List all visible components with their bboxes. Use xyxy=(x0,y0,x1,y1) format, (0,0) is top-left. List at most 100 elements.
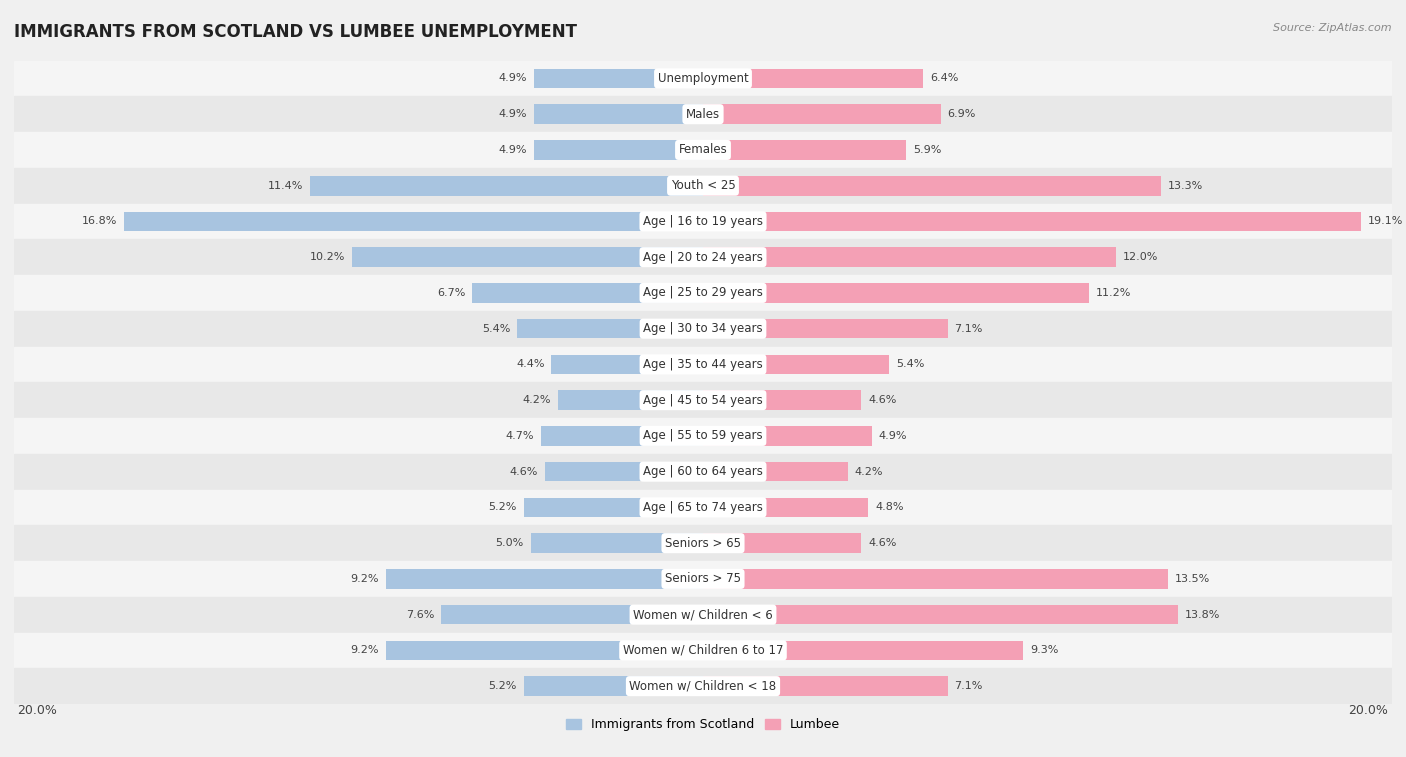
Bar xyxy=(544,462,703,481)
Bar xyxy=(14,668,1392,704)
Bar xyxy=(703,497,869,517)
Bar xyxy=(14,168,1392,204)
Bar xyxy=(703,176,1161,195)
Text: 13.5%: 13.5% xyxy=(1175,574,1211,584)
Text: 5.9%: 5.9% xyxy=(912,145,942,155)
Bar xyxy=(14,347,1392,382)
Bar xyxy=(558,391,703,410)
Text: Women w/ Children < 18: Women w/ Children < 18 xyxy=(630,680,776,693)
Bar xyxy=(472,283,703,303)
Bar xyxy=(703,676,948,696)
Text: Males: Males xyxy=(686,107,720,120)
Text: 6.9%: 6.9% xyxy=(948,109,976,119)
Bar xyxy=(387,569,703,589)
Text: 4.6%: 4.6% xyxy=(869,395,897,405)
Bar xyxy=(703,640,1024,660)
Text: 13.3%: 13.3% xyxy=(1168,181,1204,191)
Text: 12.0%: 12.0% xyxy=(1123,252,1159,262)
Text: 10.2%: 10.2% xyxy=(309,252,344,262)
Bar xyxy=(703,605,1178,625)
Text: 9.2%: 9.2% xyxy=(350,574,380,584)
Text: Age | 20 to 24 years: Age | 20 to 24 years xyxy=(643,251,763,263)
Bar xyxy=(14,275,1392,311)
Bar xyxy=(703,534,862,553)
Text: 6.7%: 6.7% xyxy=(437,288,465,298)
Text: Seniors > 75: Seniors > 75 xyxy=(665,572,741,585)
Text: Age | 55 to 59 years: Age | 55 to 59 years xyxy=(643,429,763,442)
Text: 4.4%: 4.4% xyxy=(516,360,544,369)
Bar xyxy=(517,319,703,338)
Text: Age | 65 to 74 years: Age | 65 to 74 years xyxy=(643,501,763,514)
Text: 4.6%: 4.6% xyxy=(869,538,897,548)
Text: Age | 45 to 54 years: Age | 45 to 54 years xyxy=(643,394,763,407)
Text: 7.6%: 7.6% xyxy=(406,609,434,620)
Bar xyxy=(524,676,703,696)
Bar xyxy=(14,382,1392,418)
Text: 4.2%: 4.2% xyxy=(855,466,883,477)
Text: IMMIGRANTS FROM SCOTLAND VS LUMBEE UNEMPLOYMENT: IMMIGRANTS FROM SCOTLAND VS LUMBEE UNEMP… xyxy=(14,23,576,41)
Text: 4.8%: 4.8% xyxy=(875,503,904,512)
Text: Seniors > 65: Seniors > 65 xyxy=(665,537,741,550)
Bar xyxy=(703,426,872,446)
Bar xyxy=(352,248,703,267)
Text: 4.9%: 4.9% xyxy=(499,109,527,119)
Bar xyxy=(703,283,1088,303)
Text: 9.3%: 9.3% xyxy=(1031,646,1059,656)
Bar xyxy=(14,597,1392,633)
Bar xyxy=(703,354,889,374)
Text: 5.0%: 5.0% xyxy=(496,538,524,548)
Bar xyxy=(14,453,1392,490)
Bar xyxy=(14,96,1392,132)
Bar xyxy=(703,104,941,124)
Bar xyxy=(14,561,1392,597)
Bar xyxy=(441,605,703,625)
Bar xyxy=(14,132,1392,168)
Text: 5.2%: 5.2% xyxy=(489,503,517,512)
Bar xyxy=(534,104,703,124)
Bar xyxy=(703,140,907,160)
Bar xyxy=(541,426,703,446)
Bar xyxy=(14,311,1392,347)
Text: Youth < 25: Youth < 25 xyxy=(671,179,735,192)
Text: 5.4%: 5.4% xyxy=(896,360,924,369)
Bar xyxy=(551,354,703,374)
Text: Age | 25 to 29 years: Age | 25 to 29 years xyxy=(643,286,763,300)
Bar xyxy=(703,248,1116,267)
Text: Age | 16 to 19 years: Age | 16 to 19 years xyxy=(643,215,763,228)
Text: 20.0%: 20.0% xyxy=(17,704,58,717)
Text: Source: ZipAtlas.com: Source: ZipAtlas.com xyxy=(1274,23,1392,33)
Text: 9.2%: 9.2% xyxy=(350,646,380,656)
Bar xyxy=(703,462,848,481)
Text: Age | 35 to 44 years: Age | 35 to 44 years xyxy=(643,358,763,371)
Bar xyxy=(703,319,948,338)
Text: 4.9%: 4.9% xyxy=(879,431,907,441)
Text: 6.4%: 6.4% xyxy=(931,73,959,83)
Text: 4.2%: 4.2% xyxy=(523,395,551,405)
Bar xyxy=(703,69,924,89)
Bar xyxy=(14,239,1392,275)
Bar xyxy=(14,490,1392,525)
Text: 19.1%: 19.1% xyxy=(1368,217,1403,226)
Text: 20.0%: 20.0% xyxy=(1348,704,1389,717)
Bar xyxy=(534,140,703,160)
Text: 4.9%: 4.9% xyxy=(499,145,527,155)
Text: 7.1%: 7.1% xyxy=(955,681,983,691)
Text: Females: Females xyxy=(679,143,727,157)
Bar xyxy=(124,212,703,231)
Text: 11.4%: 11.4% xyxy=(269,181,304,191)
Text: Age | 60 to 64 years: Age | 60 to 64 years xyxy=(643,465,763,478)
Bar xyxy=(14,61,1392,96)
Text: 5.2%: 5.2% xyxy=(489,681,517,691)
Text: 7.1%: 7.1% xyxy=(955,324,983,334)
Text: 4.6%: 4.6% xyxy=(509,466,537,477)
Text: Women w/ Children < 6: Women w/ Children < 6 xyxy=(633,608,773,621)
Bar xyxy=(703,569,1168,589)
Bar xyxy=(534,69,703,89)
Text: Age | 30 to 34 years: Age | 30 to 34 years xyxy=(643,322,763,335)
Legend: Immigrants from Scotland, Lumbee: Immigrants from Scotland, Lumbee xyxy=(561,713,845,737)
Bar xyxy=(14,418,1392,453)
Text: 16.8%: 16.8% xyxy=(82,217,117,226)
Bar xyxy=(14,633,1392,668)
Text: Women w/ Children 6 to 17: Women w/ Children 6 to 17 xyxy=(623,644,783,657)
Bar xyxy=(524,497,703,517)
